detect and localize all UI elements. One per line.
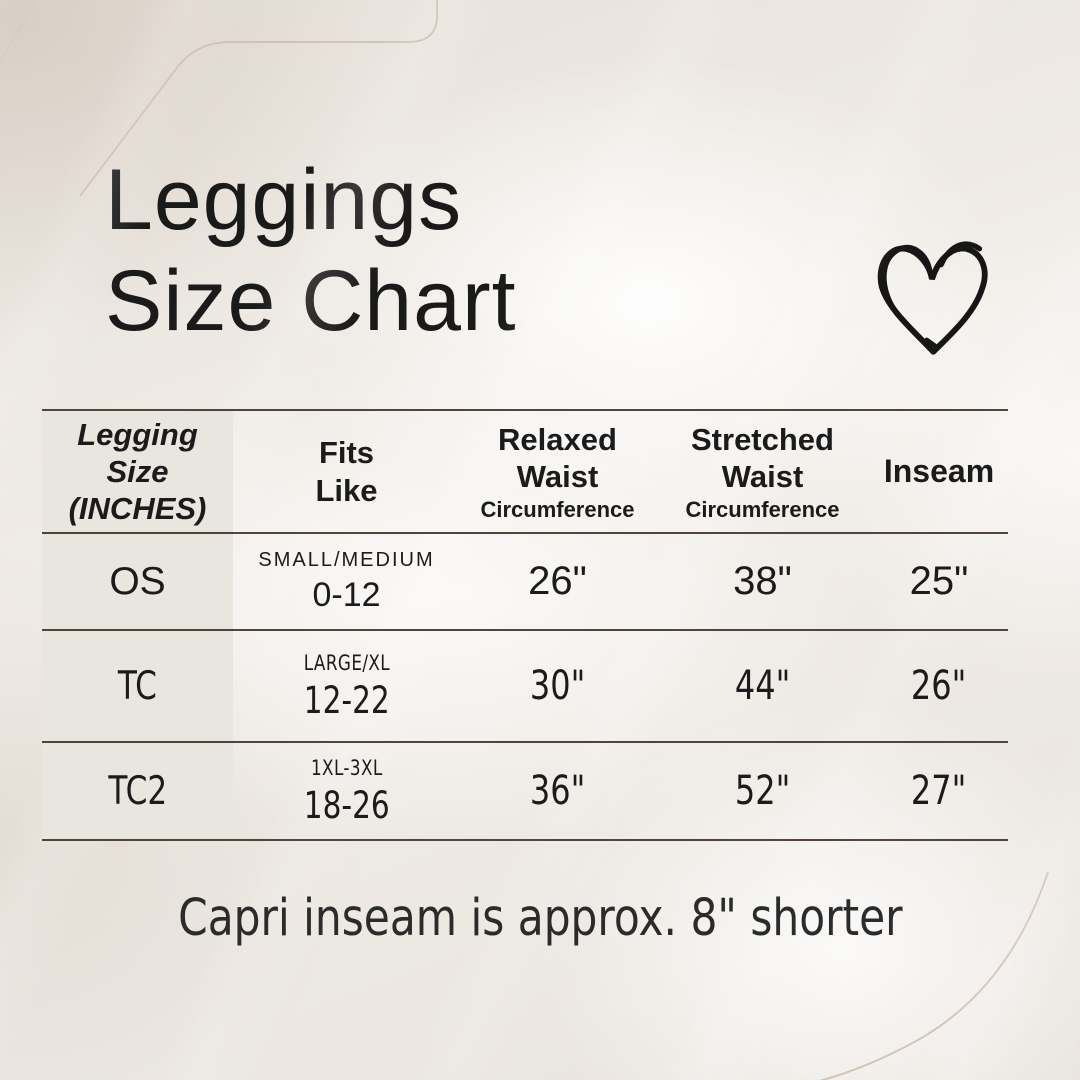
- row-tc2-relaxed-waist: 36": [529, 768, 586, 814]
- row-os-stretched-waist: 38": [733, 559, 792, 603]
- header-stretched-waist-line1: Stretched: [691, 421, 834, 457]
- header-fits-like-line1: Fits: [318, 435, 375, 471]
- size-table-grid: Legging Size (INCHES) Fits Like Relaxed …: [42, 410, 1008, 840]
- header-fits-like: Fits Like: [233, 410, 460, 533]
- row-os-size: OS: [109, 559, 166, 603]
- header-inseam-label: Inseam: [883, 453, 995, 489]
- first-column-highlight: [42, 411, 233, 839]
- table-rule-header: [42, 532, 1008, 534]
- table-rule-top: [42, 409, 1008, 411]
- row-tc2-fits-like: 1XL-3XL 18-26: [303, 755, 390, 827]
- footer-note: Capri inseam is approx. 8" shorter: [0, 889, 1080, 948]
- heart-icon: [877, 241, 988, 355]
- row-tc-inseam: 26": [911, 663, 967, 709]
- header-relaxed-waist-line2: Waist: [516, 458, 599, 494]
- table-rule-bottom: [42, 839, 1008, 841]
- footer-note-text: Capri inseam is approx. 8" shorter: [177, 889, 903, 948]
- table-rule-row2: [42, 741, 1008, 743]
- page-title: Leggings Size Chart: [105, 150, 517, 351]
- header-legging-size-line2: (INCHES): [68, 491, 207, 527]
- page-title-line2: Size Chart: [105, 252, 517, 349]
- row-tc2-size: TC2: [108, 768, 167, 814]
- header-fits-like-line2: Like: [315, 472, 378, 508]
- row-tc2-inseam: 27": [911, 768, 967, 814]
- row-tc2-stretched-waist: 52": [734, 768, 791, 814]
- row-os-fits-like: SMALL/MEDIUM 0-12: [258, 548, 435, 614]
- page-title-line1: Leggings: [105, 152, 463, 248]
- row-tc-stretched-waist: 44": [734, 663, 791, 709]
- header-legging-size-line1: Legging Size: [77, 416, 198, 489]
- header-legging-size: Legging Size (INCHES): [42, 410, 233, 533]
- header-inseam: Inseam: [870, 410, 1008, 533]
- row-tc-fits-like: LARGE/XL 12-22: [303, 650, 390, 722]
- header-relaxed-waist: Relaxed Waist Circumference: [460, 410, 655, 533]
- row-os-relaxed-waist: 26": [528, 559, 587, 603]
- header-stretched-waist: Stretched Waist Circumference: [655, 410, 870, 533]
- row-tc-size: TC: [117, 663, 158, 709]
- row-os-inseam: 25": [909, 559, 969, 603]
- row-tc-relaxed-waist: 30": [529, 663, 586, 709]
- header-relaxed-waist-sub: Circumference: [480, 497, 635, 523]
- table-rule-row1: [42, 629, 1008, 631]
- header-stretched-waist-sub: Circumference: [685, 497, 840, 523]
- size-table: Legging Size (INCHES) Fits Like Relaxed …: [42, 409, 1008, 841]
- header-relaxed-waist-line1: Relaxed: [498, 421, 617, 457]
- header-stretched-waist-line2: Waist: [721, 458, 804, 494]
